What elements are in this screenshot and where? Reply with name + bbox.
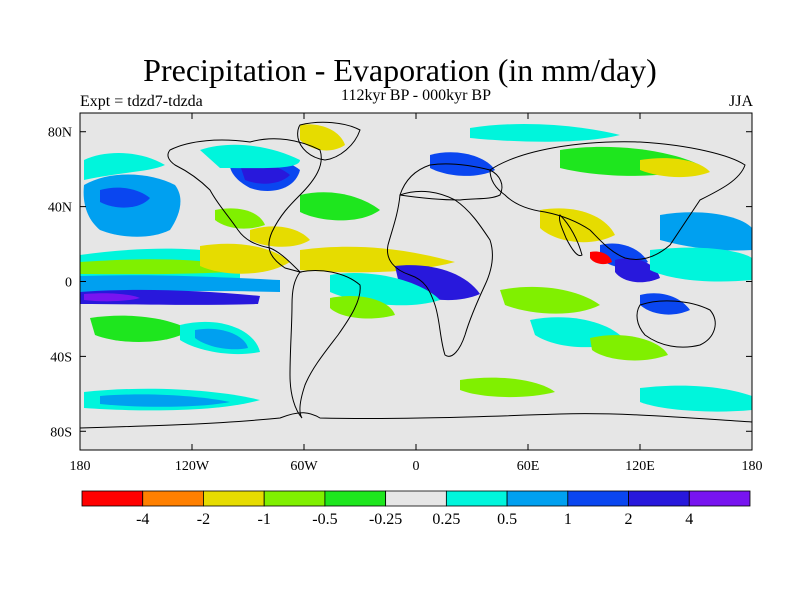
anomaly-field bbox=[80, 124, 752, 412]
atlantic-yellow bbox=[250, 226, 310, 247]
southern-ocean-green bbox=[460, 377, 555, 398]
coastlines bbox=[80, 121, 752, 429]
colorbar-swatch bbox=[628, 490, 690, 507]
canada-purple bbox=[240, 163, 290, 184]
coastline-india bbox=[559, 214, 583, 257]
maritime-purple bbox=[615, 258, 660, 283]
colorbar-swatch bbox=[385, 490, 447, 507]
y-axis: 80N 40N 0 40S 80S bbox=[48, 126, 752, 440]
x-tick-label: 60W bbox=[290, 459, 318, 474]
x-tick-label: 180 bbox=[742, 459, 763, 474]
asia-yellow bbox=[640, 158, 710, 178]
x-tick-label: 0 bbox=[413, 459, 420, 474]
india-yellow bbox=[540, 208, 615, 243]
west-pacific-cyan bbox=[650, 247, 752, 282]
x-tick-label: 60E bbox=[517, 459, 540, 474]
x-tick-label: 180 bbox=[70, 459, 91, 474]
y-tick-label: 80S bbox=[50, 425, 72, 440]
colorbar-label: -1 bbox=[258, 511, 271, 528]
colorbar-label: 0.25 bbox=[432, 511, 460, 528]
season-label: JJA bbox=[728, 93, 753, 110]
arctic-cyan bbox=[470, 124, 620, 142]
y-tick-label: 40S bbox=[50, 350, 72, 365]
colorbar-swatch bbox=[567, 490, 629, 507]
y-tick-label: 40N bbox=[48, 201, 72, 216]
colorbar-label: -0.5 bbox=[312, 511, 337, 528]
colorbar-swatch bbox=[263, 490, 326, 507]
x-axis: 180 120W 60W 0 60E 120E 180 bbox=[70, 113, 763, 474]
coastline-australia bbox=[636, 300, 716, 348]
canada-cyan bbox=[200, 144, 300, 169]
y-tick-label: 80N bbox=[48, 126, 72, 141]
south-pacific-purple bbox=[80, 289, 260, 305]
se-asia-red bbox=[590, 251, 612, 265]
colorbar-label: 0.5 bbox=[497, 511, 517, 528]
coastline-greenland bbox=[297, 121, 361, 161]
south-indian-green bbox=[590, 335, 668, 361]
itcz-pacific-blue bbox=[80, 275, 280, 294]
southern-ocean-blue bbox=[100, 394, 230, 407]
mid-atlantic-green bbox=[215, 208, 265, 229]
colorbar-label: 4 bbox=[685, 511, 693, 528]
coastline-north-america bbox=[167, 138, 322, 273]
north-pacific-cyan bbox=[84, 153, 165, 180]
colorbar-swatch bbox=[445, 490, 508, 507]
colorbar-swatch bbox=[506, 490, 569, 507]
x-tick-label: 120E bbox=[625, 459, 655, 474]
south-pacific-green bbox=[90, 315, 190, 342]
colorbar-label: 1 bbox=[564, 511, 572, 528]
coastline-south-america bbox=[289, 270, 361, 419]
coastline-antarctica bbox=[80, 412, 752, 429]
colorbar-label: -0.25 bbox=[369, 511, 402, 528]
colorbar-label: -4 bbox=[136, 511, 149, 528]
itcz-pacific-green bbox=[80, 259, 230, 275]
south-pacific-blue bbox=[195, 328, 248, 350]
coastline-asia bbox=[489, 141, 746, 260]
coastline-europe bbox=[399, 163, 503, 201]
greenland-yellow bbox=[300, 124, 345, 151]
colorbar-swatch bbox=[142, 490, 204, 507]
aleutian-blue bbox=[100, 187, 150, 208]
west-pacific-blue bbox=[660, 212, 752, 251]
map-title: Precipitation - Evaporation (in mm/day) bbox=[143, 52, 657, 88]
southern-ocean-cyan-2 bbox=[640, 385, 752, 412]
south-pacific-violet bbox=[84, 293, 140, 302]
atlantic-green bbox=[300, 192, 380, 221]
colorbar-swatch bbox=[324, 490, 387, 507]
australia-blue bbox=[640, 293, 690, 315]
colorbar-swatch bbox=[203, 490, 265, 507]
colorbar-swatch bbox=[81, 490, 144, 507]
map-subtitle: 112kyr BP - 000kyr BP bbox=[341, 87, 491, 104]
experiment-label: Expt = tdzd7-tdzda bbox=[80, 93, 203, 110]
coastline-africa bbox=[386, 190, 493, 357]
y-tick-label: 0 bbox=[65, 276, 72, 291]
east-pacific-yellow bbox=[200, 243, 290, 274]
colorbar-label: 2 bbox=[625, 511, 633, 528]
europe-blue bbox=[430, 152, 495, 176]
colorbar-label: -2 bbox=[197, 511, 210, 528]
south-atlantic-green bbox=[330, 295, 395, 319]
x-tick-label: 120W bbox=[175, 459, 210, 474]
indian-ocean-green bbox=[500, 286, 600, 314]
colorbar: -4 -2 -1 -0.5 -0.25 0.25 0.5 1 2 4 bbox=[81, 490, 751, 528]
colorbar-swatch bbox=[688, 490, 751, 507]
